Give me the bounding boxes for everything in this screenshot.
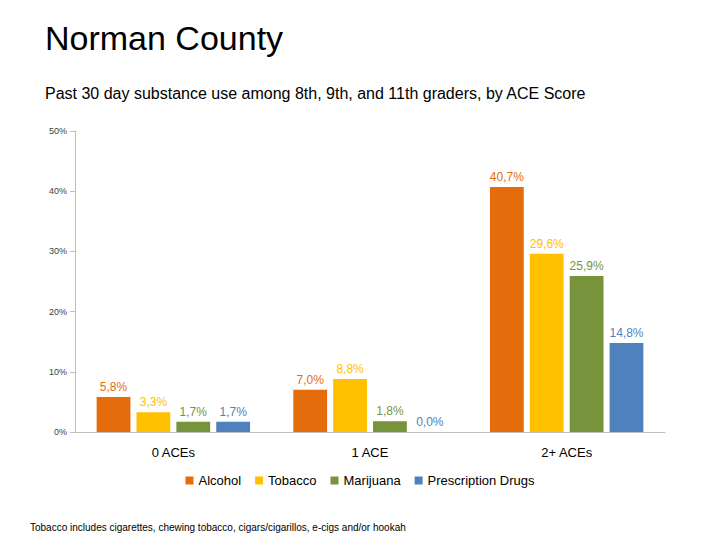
svg-text:Tobacco: Tobacco: [268, 473, 316, 488]
svg-text:40,7%: 40,7%: [490, 170, 524, 184]
svg-text:30%: 30%: [49, 246, 67, 256]
svg-text:Prescription Drugs: Prescription Drugs: [428, 473, 535, 488]
svg-text:0,0%: 0,0%: [416, 415, 444, 429]
svg-text:3,3%: 3,3%: [140, 395, 168, 409]
svg-text:10%: 10%: [49, 367, 67, 377]
svg-text:50%: 50%: [49, 126, 67, 136]
svg-text:20%: 20%: [49, 307, 67, 317]
svg-text:2+ ACEs: 2+ ACEs: [541, 445, 592, 460]
svg-text:1 ACE: 1 ACE: [352, 445, 389, 460]
svg-text:Marijuana: Marijuana: [344, 473, 402, 488]
svg-text:1,7%: 1,7%: [180, 405, 208, 419]
svg-text:Tobacco includes cigarettes, c: Tobacco includes cigarettes, chewing tob…: [30, 522, 406, 533]
svg-text:7,0%: 7,0%: [297, 373, 325, 387]
svg-text:Alcohol: Alcohol: [198, 473, 241, 488]
svg-text:40%: 40%: [49, 186, 67, 196]
svg-text:14,8%: 14,8%: [609, 326, 643, 340]
svg-text:1,8%: 1,8%: [376, 404, 404, 418]
svg-text:0 ACEs: 0 ACEs: [152, 445, 196, 460]
svg-text:1,7%: 1,7%: [219, 405, 247, 419]
svg-text:Past 30 day substance use amon: Past 30 day substance use among 8th, 9th…: [45, 85, 586, 102]
svg-text:Norman County: Norman County: [45, 19, 283, 57]
svg-text:0%: 0%: [54, 427, 67, 437]
svg-text:8,8%: 8,8%: [336, 362, 364, 376]
svg-text:25,9%: 25,9%: [570, 259, 604, 273]
svg-text:5,8%: 5,8%: [100, 380, 128, 394]
svg-text:29,6%: 29,6%: [530, 237, 564, 251]
